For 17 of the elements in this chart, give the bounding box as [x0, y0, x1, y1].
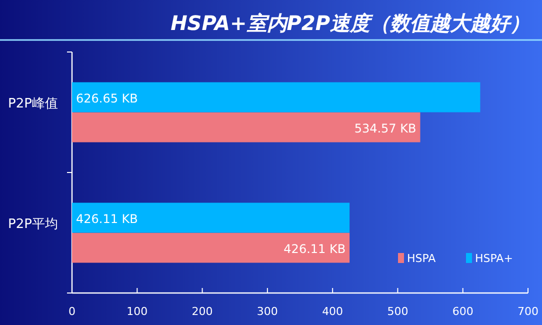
y-tick-label: P2P平均 — [8, 216, 58, 232]
legend-label: HSPA+ — [475, 252, 513, 265]
x-tick-label: 100 — [126, 305, 148, 318]
x-tick-label: 200 — [192, 305, 213, 318]
chart-title: HSPA+室内P2P速度（数值越大越好） — [170, 11, 530, 35]
x-tick-label: 600 — [452, 305, 474, 318]
x-tick-label: 500 — [387, 305, 408, 318]
x-tick-label: 400 — [322, 305, 344, 318]
data-label: 534.57 KB — [354, 121, 416, 136]
data-label: 426.11 KB — [284, 242, 346, 256]
x-tick-label: 0 — [68, 305, 76, 318]
data-label: 426.11 KB — [76, 212, 138, 226]
y-tick-label: P2P峰值 — [8, 96, 58, 112]
x-tick-label: 300 — [256, 305, 278, 318]
data-label: 626.65 KB — [76, 91, 138, 106]
x-tick-label: 700 — [518, 305, 538, 318]
legend-label: HSPA — [407, 252, 436, 265]
